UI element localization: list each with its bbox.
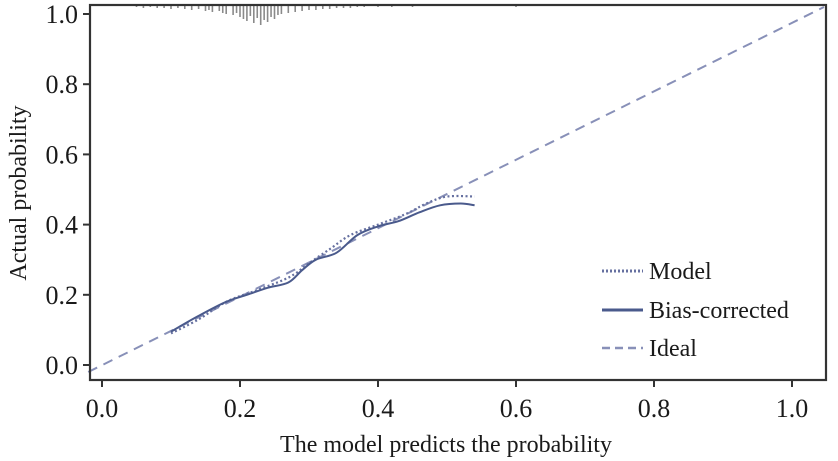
- y-tick-label: 0.8: [46, 70, 79, 99]
- x-axis: 0.0 0.2 0.4 0.6 0.8 1.0: [86, 380, 809, 423]
- y-tick-label: 0.6: [46, 140, 79, 169]
- bias-corrected-line: [170, 202, 475, 333]
- x-tick-label: 0.6: [500, 394, 533, 423]
- y-axis: 0.0 0.2 0.4 0.6 0.8 1.0: [46, 0, 90, 380]
- y-tick-label: 0.4: [46, 211, 79, 240]
- legend: Model Bias-corrected Ideal: [602, 259, 789, 362]
- y-tick-label: 0.0: [46, 351, 79, 380]
- y-axis-title: Actual probability: [6, 105, 32, 280]
- rug-marks: [135, 5, 517, 25]
- legend-label-bias-corrected: Bias-corrected: [649, 298, 789, 324]
- x-tick-label: 1.0: [776, 394, 809, 423]
- x-tick-label: 0.8: [638, 394, 671, 423]
- y-tick-label: 0.2: [46, 281, 79, 310]
- legend-label-ideal: Ideal: [649, 336, 697, 362]
- plot-frame: [88, 3, 828, 382]
- x-tick-label: 0.4: [362, 394, 395, 423]
- y-tick-label: 1.0: [46, 0, 79, 29]
- model-line: [170, 194, 475, 335]
- x-tick-label: 0.2: [224, 394, 257, 423]
- x-axis-title: The model predicts the probability: [280, 432, 612, 458]
- x-tick-label: 0.0: [86, 394, 119, 423]
- legend-label-model: Model: [649, 259, 712, 285]
